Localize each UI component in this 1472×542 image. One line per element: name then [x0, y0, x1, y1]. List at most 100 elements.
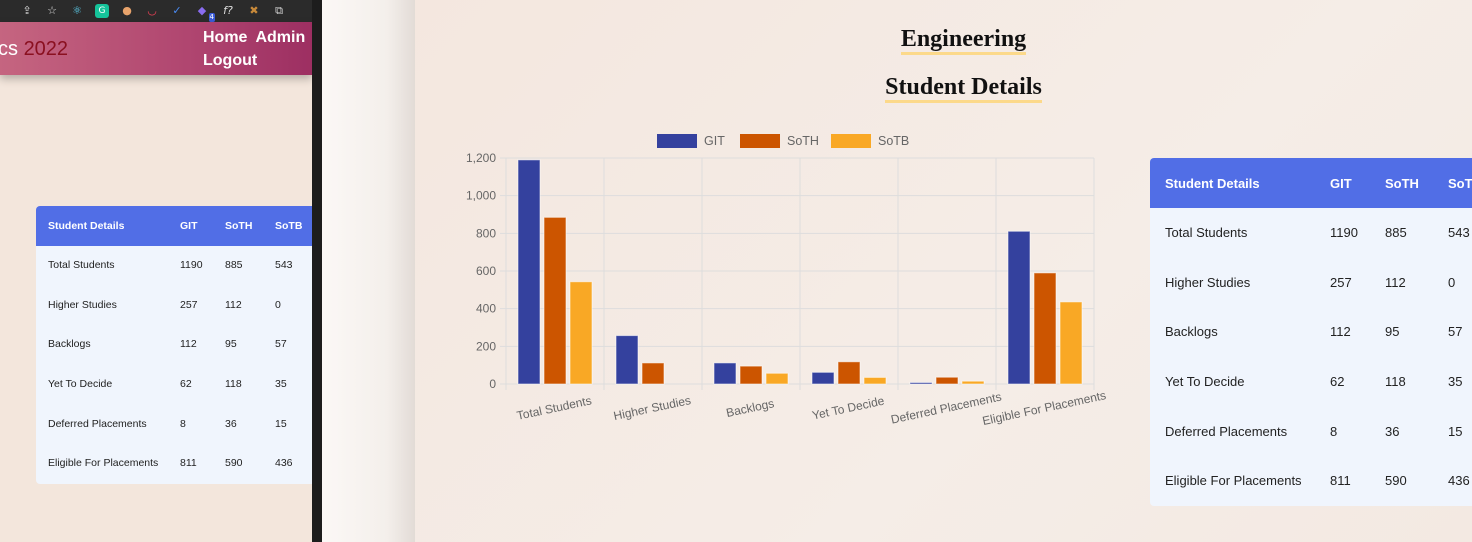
react-icon[interactable]: ⚛: [72, 4, 82, 17]
bar-sotb: [765, 372, 789, 385]
table-cell: 35: [1448, 373, 1463, 389]
table-row: Yet To Decide 62 118 35: [36, 365, 312, 405]
department-title-text: Engineering: [900, 26, 1027, 55]
table-cell: 436: [1448, 473, 1470, 489]
bar-soth: [543, 216, 567, 385]
nav-admin-link[interactable]: Admin: [255, 29, 306, 46]
bar-git: [909, 381, 933, 385]
table-cell: 36: [225, 417, 237, 430]
table-cell: Yet To Decide: [48, 378, 113, 391]
table-cell: 118: [1385, 373, 1406, 389]
table-cell: 57: [275, 338, 287, 351]
bar-soth: [1033, 272, 1057, 385]
y-tick-label: 800: [476, 226, 496, 240]
share-icon[interactable]: ⇪: [22, 4, 32, 17]
check-icon[interactable]: ✓: [172, 4, 182, 17]
extensions-toolbar: ⇪ ☆ ⚛ G ● ◡ ✓ ◆ 4 f? ✖ ⧉: [0, 0, 312, 22]
legend-label-soth: SoTH: [787, 134, 819, 148]
table-row: Deferred Placements 8 36 15: [36, 404, 312, 444]
legend-swatch-sotb: [831, 134, 871, 148]
table-cell: Higher Studies: [48, 298, 117, 311]
bar-git: [517, 159, 541, 385]
nav-home-link[interactable]: Home: [203, 29, 248, 46]
bar-soth: [837, 361, 861, 385]
col-header: SoTB: [263, 206, 312, 246]
table-cell: 62: [180, 378, 192, 391]
wappalyzer-icon[interactable]: ✖: [249, 4, 259, 17]
nav-logout-link[interactable]: Logout: [203, 52, 258, 69]
bar-sotb: [569, 281, 593, 385]
grammarly-icon[interactable]: G: [95, 4, 109, 18]
table-cell: 543: [275, 259, 293, 272]
table-row: Higher Studies 257 112 0: [1150, 258, 1472, 308]
student-details-table-left: Student Details GIT SoTH SoTB Total Stud…: [36, 206, 312, 484]
extension-badge: 4: [208, 13, 215, 22]
table-cell: 112: [1330, 324, 1351, 340]
y-tick-label: 400: [476, 302, 496, 316]
y-tick-label: 1,000: [466, 189, 496, 203]
bar-soth: [641, 362, 665, 385]
table-row: Yet To Decide 62 118 35: [1150, 357, 1472, 407]
table-cell: 112: [180, 338, 197, 351]
brand-logo-text[interactable]: cs 2022: [0, 38, 68, 61]
cookie-icon[interactable]: ●: [122, 4, 132, 17]
table-cell: 436: [275, 457, 293, 470]
copy-icon[interactable]: ⧉: [275, 4, 283, 17]
col-header: GIT: [1315, 158, 1370, 208]
department-title: Engineering: [415, 26, 1472, 55]
bar-sotb: [1059, 301, 1083, 385]
table-cell: 95: [225, 338, 237, 351]
table-header-row: Student Details GIT SoTH SoTB: [36, 206, 312, 246]
x-tick-label: Yet To Decide: [811, 394, 886, 423]
student-details-table: Student Details GIT SoTH SoT Total Stude…: [1150, 158, 1472, 507]
legend-swatch-git: [657, 134, 697, 148]
table-cell: 811: [1330, 473, 1351, 489]
table-row: Higher Studies 257 112 0: [36, 286, 312, 326]
x-tick-label: Total Students: [516, 393, 593, 423]
section-title-text: Student Details: [885, 74, 1042, 103]
table-cell: Backlogs: [48, 338, 91, 351]
background-browser-window: ⇪ ☆ ⚛ G ● ◡ ✓ ◆ 4 f? ✖ ⧉ cs 2022 Home Admi…: [0, 0, 312, 542]
table-cell: 590: [1385, 473, 1407, 489]
table-cell: 590: [225, 457, 243, 470]
table-header-row: Student Details GIT SoTH SoT: [1150, 158, 1472, 208]
table-cell: Deferred Placements: [48, 417, 147, 430]
font-icon[interactable]: f?: [223, 4, 233, 17]
star-icon[interactable]: ☆: [47, 4, 57, 17]
bar-sotb: [863, 376, 887, 385]
table-row: Backlogs 112 95 57: [36, 325, 312, 365]
table-row: Eligible For Placements 811 590 436: [36, 444, 312, 484]
table-row: Total Students 1190 885 543: [36, 246, 312, 286]
table-row: Total Students 1190 885 543: [1150, 208, 1472, 258]
table-cell: 0: [1448, 274, 1456, 290]
col-header: SoT: [1433, 158, 1472, 208]
y-tick-label: 200: [476, 339, 496, 353]
table-cell: 8: [180, 417, 186, 430]
col-header: GIT: [168, 206, 213, 246]
table-cell: Total Students: [48, 259, 115, 272]
brand-year: 2022: [23, 38, 69, 60]
brand-prefix: cs: [0, 38, 24, 60]
col-header: SoTH: [1370, 158, 1433, 208]
table-cell: 118: [225, 378, 242, 391]
bar-git: [811, 371, 835, 385]
pocket-icon[interactable]: ◡: [147, 4, 157, 17]
table-row: Deferred Placements 8 36 15: [1150, 407, 1472, 457]
table-cell: 36: [1385, 423, 1400, 439]
bar-git: [615, 335, 639, 385]
table-cell: 1190: [180, 259, 203, 272]
legend-swatch-soth: [740, 134, 780, 148]
table-cell: 811: [180, 457, 197, 470]
col-header: SoTH: [213, 206, 263, 246]
bar-git: [713, 362, 737, 385]
window-divider: [312, 0, 322, 542]
table-cell: 257: [180, 298, 198, 311]
table-cell: 57: [1448, 324, 1463, 340]
table-cell: Deferred Placements: [1165, 423, 1288, 439]
puzzle-icon[interactable]: ◆ 4: [197, 4, 215, 22]
bar-soth: [935, 376, 959, 385]
table-cell: Yet To Decide: [1165, 373, 1245, 389]
bar-git: [1007, 230, 1031, 385]
col-header: Student Details: [36, 206, 168, 246]
table-row: Eligible For Placements 811 590 436: [1150, 456, 1472, 506]
